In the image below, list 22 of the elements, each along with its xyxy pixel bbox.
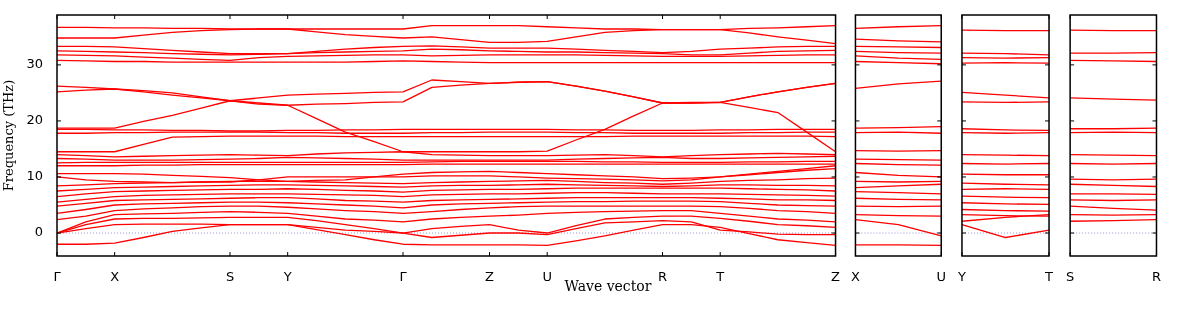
x-tick-label: Z [831,269,841,285]
x-tick-label: U [936,269,946,285]
x-tick-label: S [1065,269,1075,285]
y-axis-title: Frequency (THz) [1,79,17,192]
y-tick-label: 20 [26,112,43,128]
x-tick-label: Y [956,269,966,285]
x-tick-label: R [1151,269,1162,285]
x-tick-label: U [542,269,552,285]
x-axis-title: Wave vector [564,278,652,294]
x-tick-label: X [851,269,860,285]
y-tick-label: 0 [34,224,43,240]
x-tick-label: T [715,269,725,285]
y-tick-label: 30 [26,56,43,72]
x-tick-label: T [1044,269,1054,285]
x-tick-label: R [658,269,668,285]
x-tick-label: Γ [53,269,62,285]
x-tick-label: Z [485,269,495,285]
x-tick-label: X [110,269,120,285]
x-tick-label: Y [282,269,292,285]
y-tick-label: 10 [26,168,43,184]
x-tick-label: S [225,269,235,285]
x-tick-label: Γ [399,269,408,285]
